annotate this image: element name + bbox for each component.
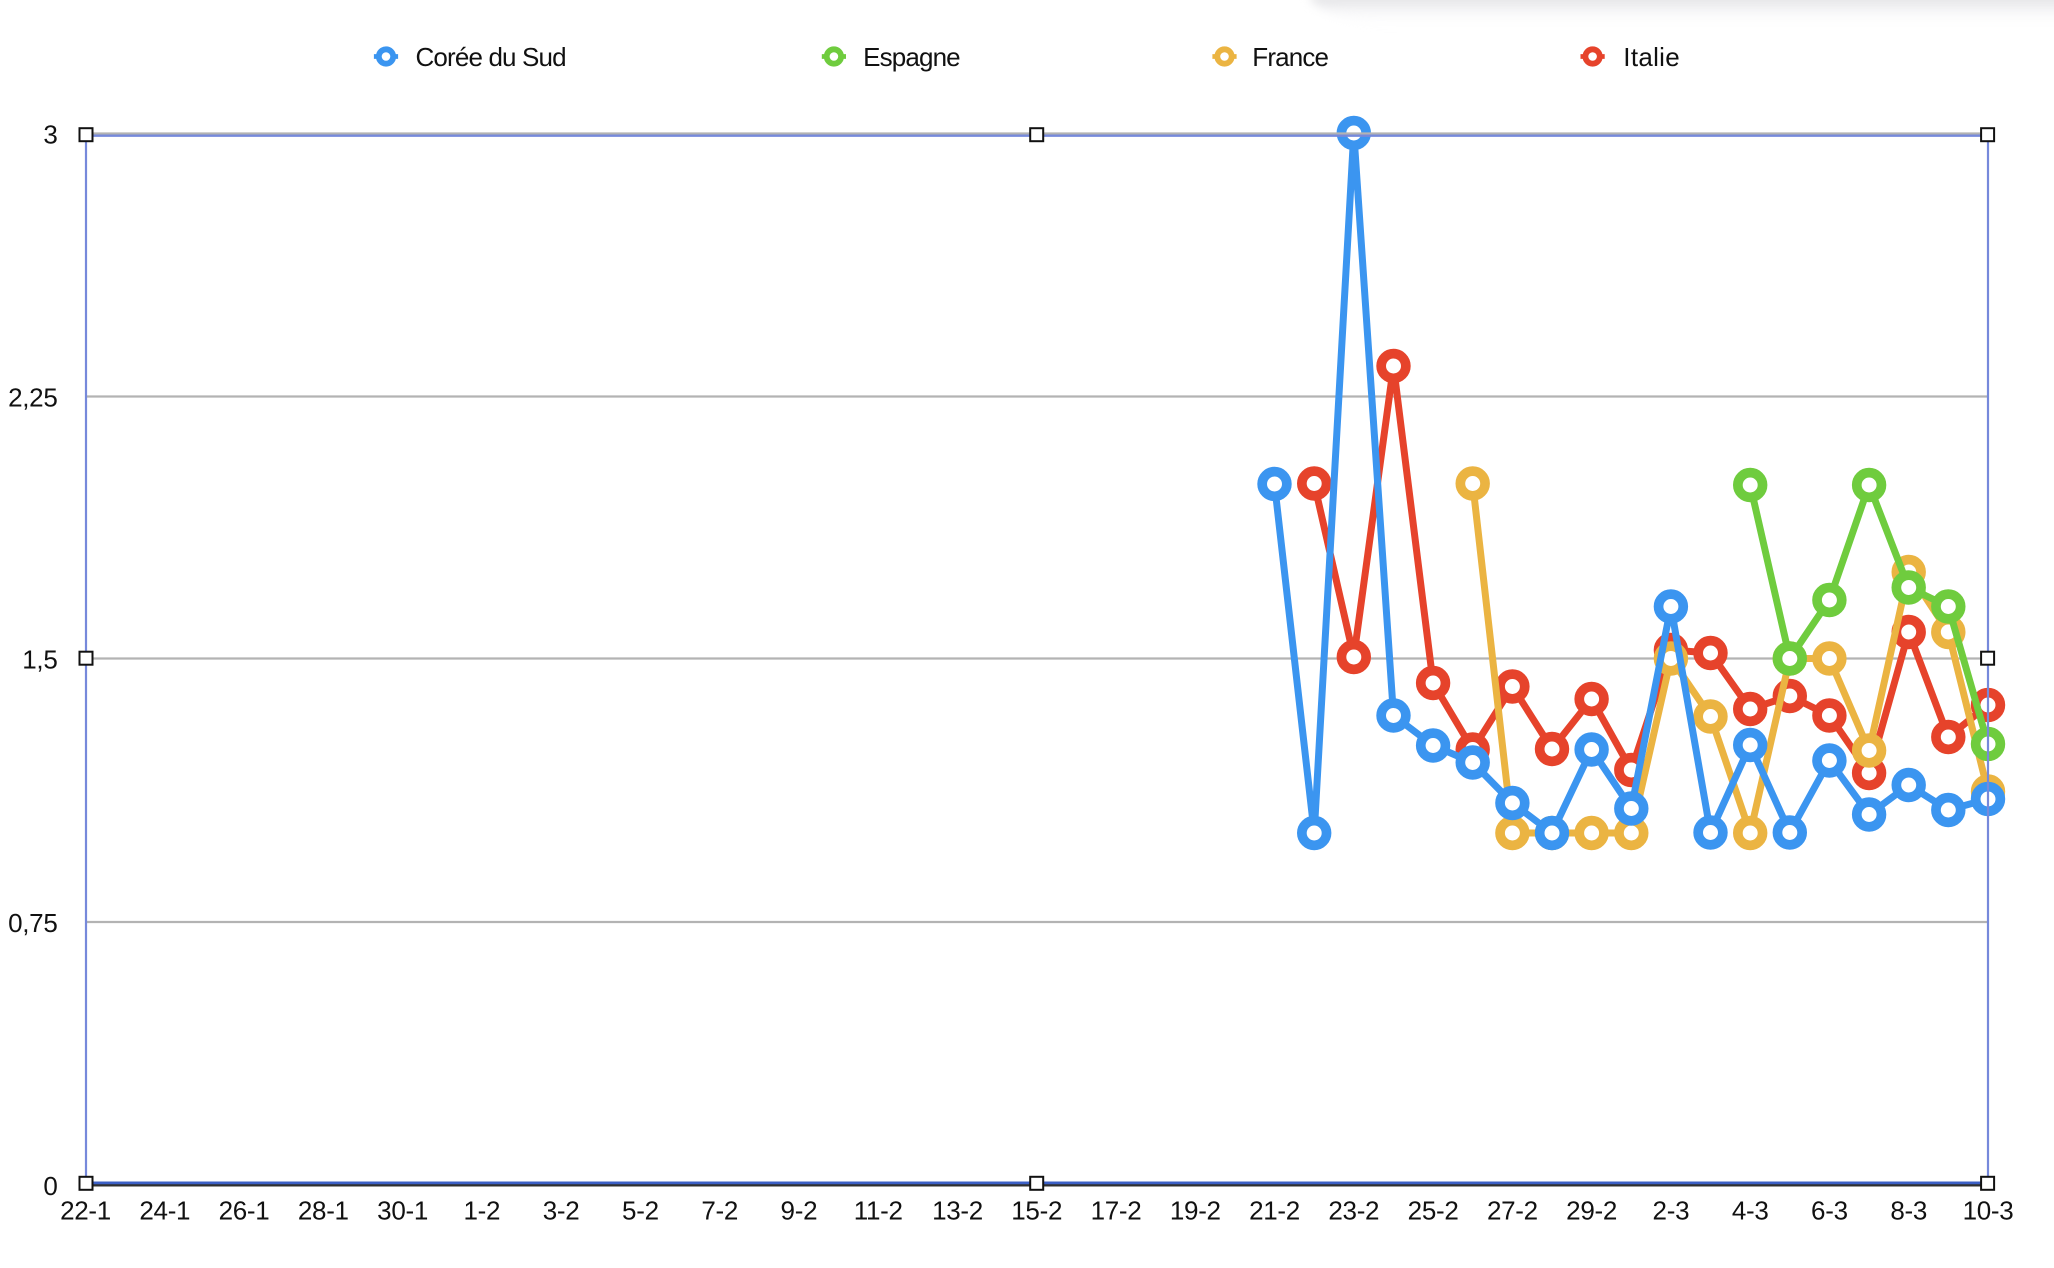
- svg-text:Italie: Italie: [1623, 42, 1680, 72]
- svg-text:15-2: 15-2: [1011, 1196, 1062, 1226]
- svg-text:17-2: 17-2: [1091, 1196, 1142, 1226]
- svg-text:30-1: 30-1: [377, 1196, 428, 1226]
- svg-text:23-2: 23-2: [1328, 1196, 1379, 1226]
- svg-text:6-3: 6-3: [1811, 1196, 1848, 1226]
- svg-text:13-2: 13-2: [932, 1196, 983, 1226]
- svg-text:22-1: 22-1: [60, 1196, 111, 1226]
- svg-text:0,75: 0,75: [8, 908, 57, 938]
- svg-text:11-2: 11-2: [854, 1196, 903, 1226]
- svg-text:9-2: 9-2: [781, 1196, 818, 1226]
- svg-text:21-2: 21-2: [1249, 1196, 1300, 1226]
- svg-text:3-2: 3-2: [543, 1196, 580, 1226]
- svg-text:29-2: 29-2: [1566, 1196, 1617, 1226]
- svg-text:19-2: 19-2: [1170, 1196, 1221, 1226]
- svg-text:28-1: 28-1: [298, 1196, 349, 1226]
- svg-text:5-2: 5-2: [622, 1196, 659, 1226]
- svg-text:Espagne: Espagne: [863, 42, 960, 72]
- svg-text:24-1: 24-1: [139, 1196, 190, 1226]
- svg-text:25-2: 25-2: [1408, 1196, 1459, 1226]
- svg-text:7-2: 7-2: [701, 1196, 738, 1226]
- svg-text:2-3: 2-3: [1653, 1196, 1690, 1226]
- svg-text:2,25: 2,25: [8, 382, 57, 412]
- svg-text:26-1: 26-1: [219, 1196, 270, 1226]
- svg-text:France: France: [1252, 42, 1328, 72]
- svg-text:0: 0: [43, 1171, 57, 1201]
- svg-text:8-3: 8-3: [1890, 1196, 1927, 1226]
- svg-text:4-3: 4-3: [1732, 1196, 1769, 1226]
- svg-text:3: 3: [43, 119, 57, 149]
- svg-text:10-3: 10-3: [1963, 1196, 2014, 1226]
- svg-text:1-2: 1-2: [463, 1196, 500, 1226]
- svg-text:1,5: 1,5: [22, 644, 57, 674]
- svg-text:Corée du Sud: Corée du Sud: [416, 42, 566, 72]
- svg-text:27-2: 27-2: [1487, 1196, 1538, 1226]
